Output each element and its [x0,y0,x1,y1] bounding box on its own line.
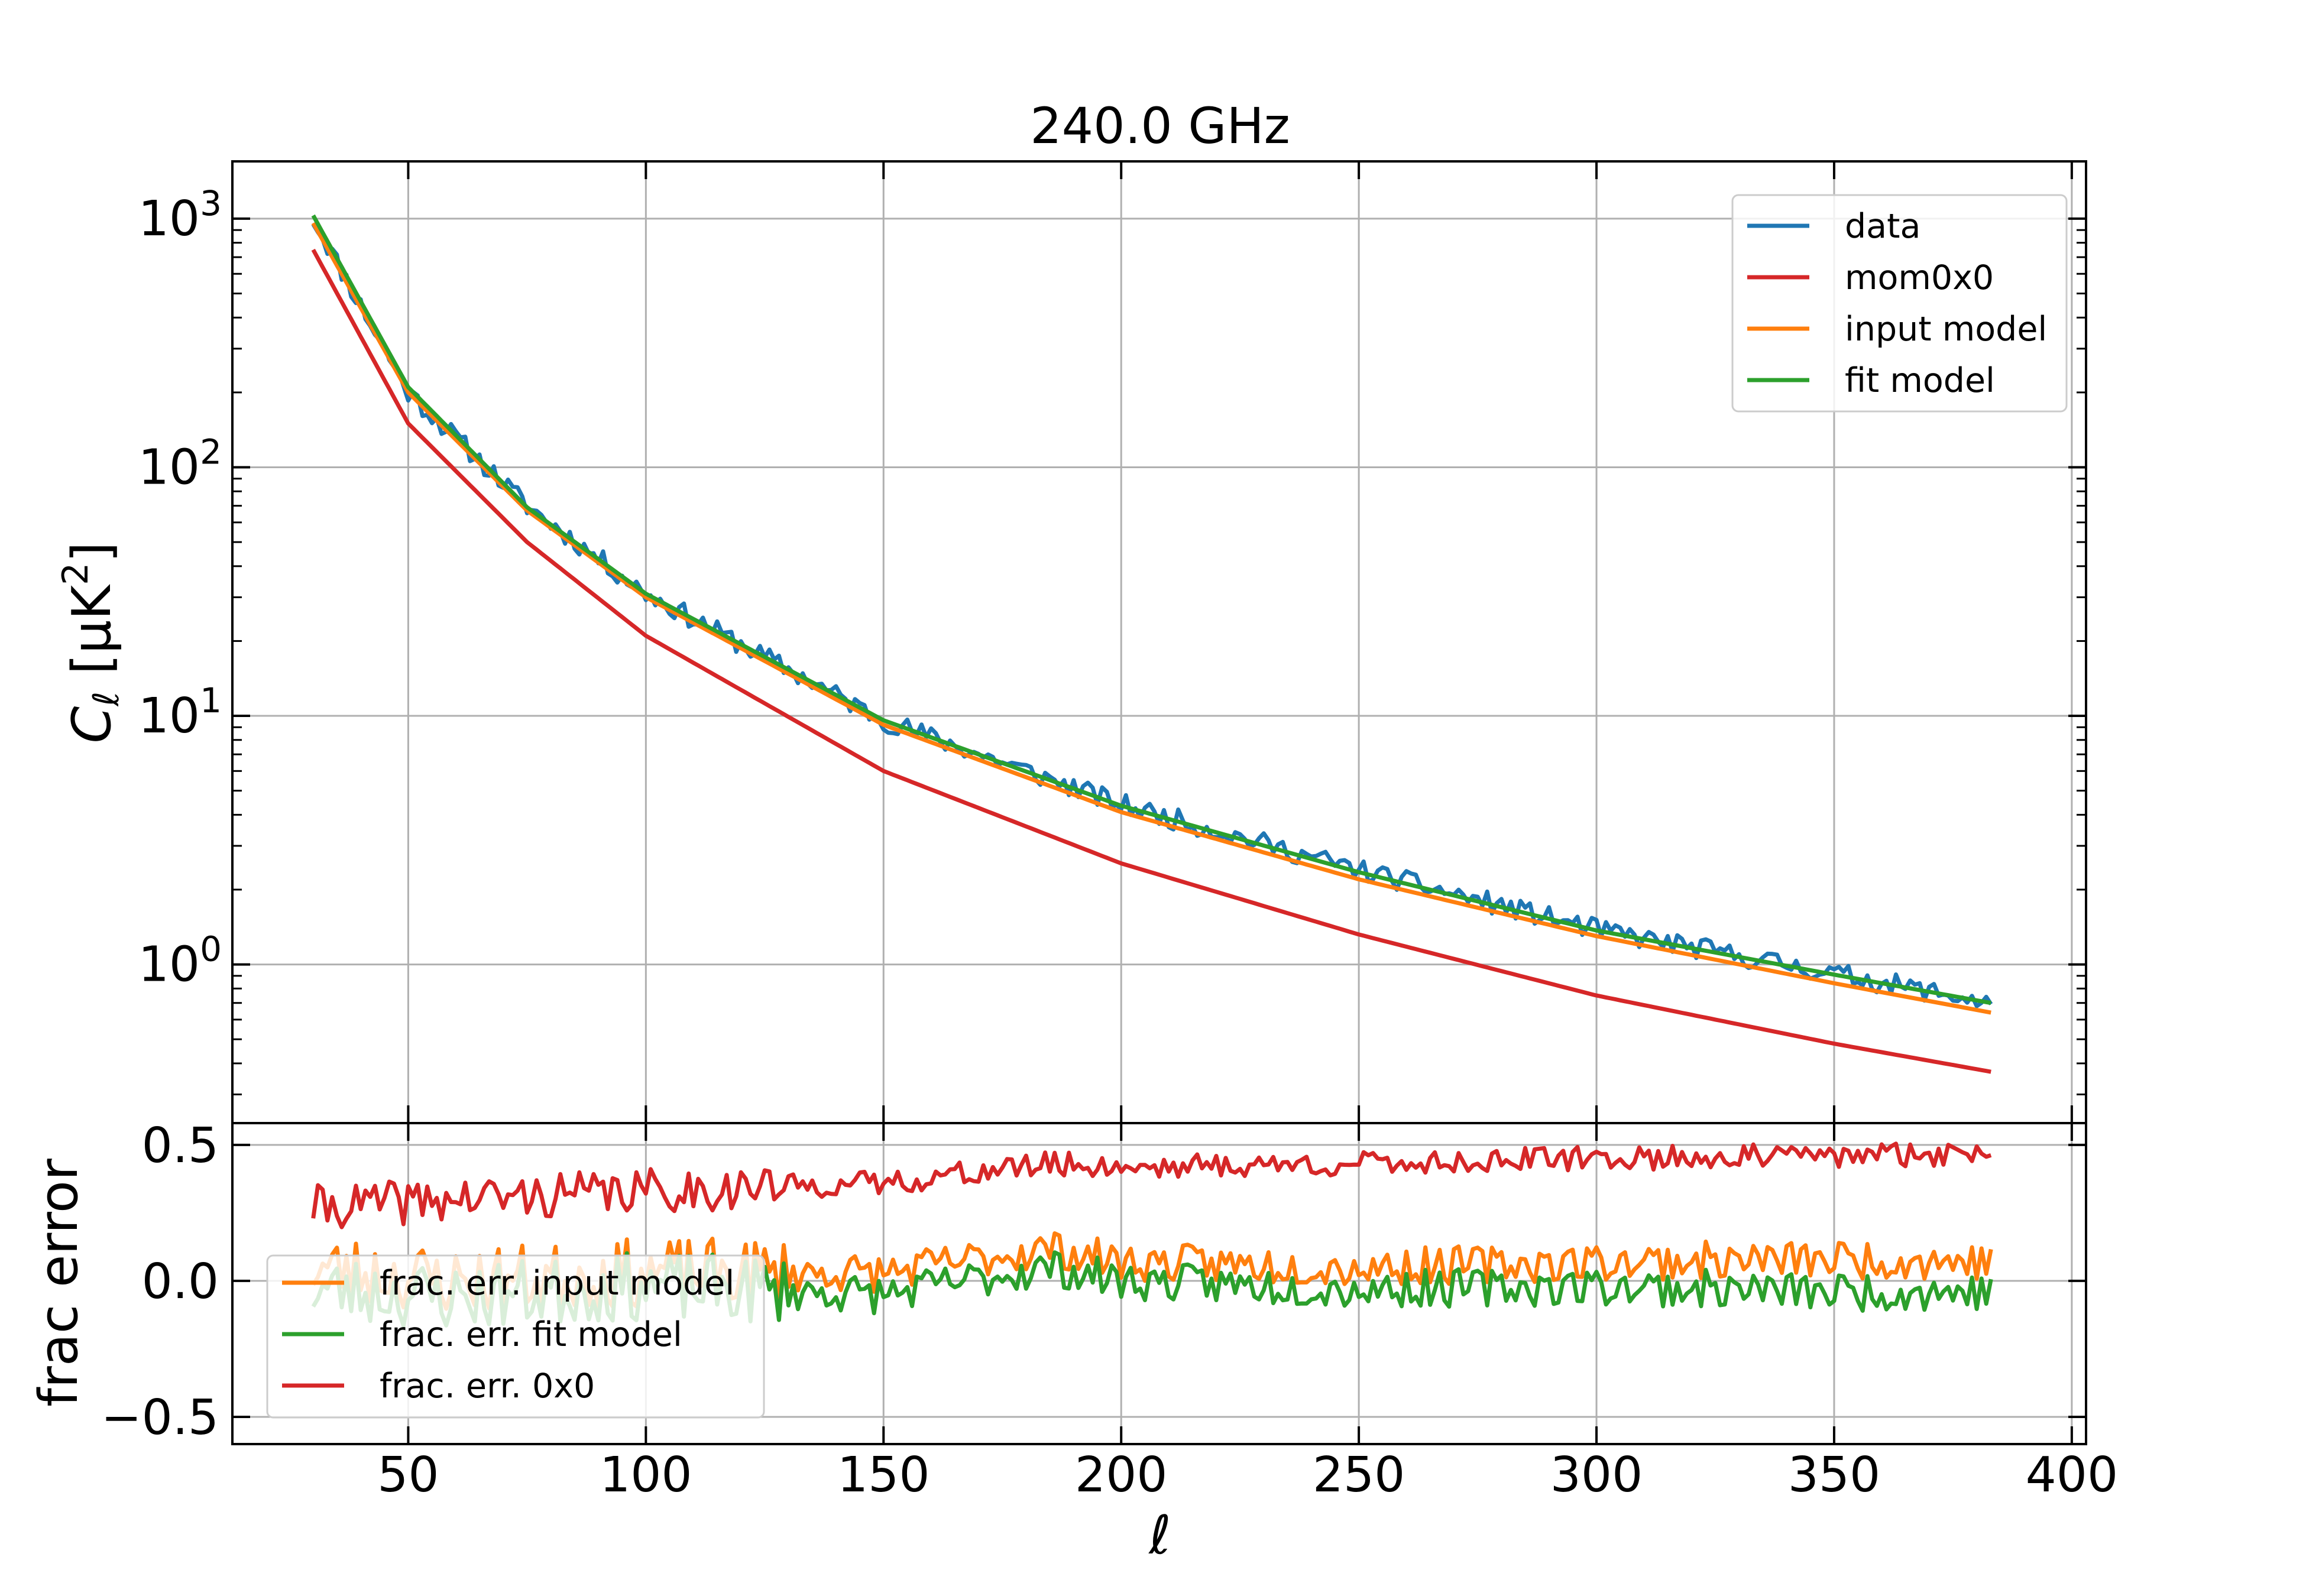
bottom-axes-frame [231,1122,2087,1445]
ylabel-rest: [μK [61,584,123,692]
x-tick-label: 250 [1313,1447,1405,1503]
x-tick-label: 300 [1550,1447,1643,1503]
top-y-tick-label: 102 [138,432,222,495]
bottom-y-axis-label: frac error [28,1159,90,1407]
bottom-legend-label-frac-err-input-model: frac. err. input model [380,1264,734,1303]
x-tick-label: 50 [377,1447,439,1503]
bottom-panel: 50 100 150 200 250 300 350 400 0.5 0.0 −0.5 frac e… [28,1118,2118,1566]
ylabel-sub: ℓ [86,692,127,707]
top-y-tick-label: 103 [138,183,222,247]
x-tick-label: 150 [837,1447,930,1503]
bottom-legend: frac. err. input model frac. err. fit mod… [266,1254,765,1419]
top-legend-label-fit-model: fit model [1845,361,1995,400]
bottom-y-tick-label: 0.0 [142,1254,219,1310]
bottom-y-tick-label: 0.5 [142,1118,219,1174]
bottom-legend-label-frac-err-0x0: frac. err. 0x0 [380,1367,595,1406]
ylabel-sup: 2 [55,563,96,585]
top-legend-label-mom0x0: mom0x0 [1845,258,1994,297]
series-frac-err-0x0-line [311,1141,1992,1230]
top-legend: data mom0x0 input model fit model [1731,194,2068,413]
top-panel: 103 102 101 100 Cℓ [μK2] data mom0x0 input mo… [55,160,2087,1124]
top-legend-box [1731,194,2068,413]
x-tick-label: 400 [2026,1447,2119,1503]
top-y-tick-label: 100 [138,929,222,993]
top-grid [232,161,2086,1123]
x-tick-label: 100 [600,1447,692,1503]
top-series [311,214,1993,1074]
bottom-legend-box [266,1254,765,1419]
top-ticks: 103 102 101 100 [138,161,2086,1123]
chart-title: 240.0 GHz [1030,97,1290,155]
top-legend-label-data: data [1845,207,1920,246]
x-axis-label: ℓ [1148,1504,1171,1566]
series-mom0x0-line [311,248,1991,1074]
series-input-model-line [311,222,1991,1015]
series-fit-model-line [311,214,1991,1005]
bottom-legend-label-frac-err-fit-model: frac. err. fit model [380,1315,682,1354]
top-legend-label-input-model: input model [1845,310,2047,349]
ylabel-main: C [61,706,123,743]
x-tick-label: 200 [1075,1447,1168,1503]
top-y-tick-label: 101 [138,680,222,744]
bottom-y-tick-label: −0.5 [101,1390,219,1446]
bottom-ticks: 50 100 150 200 250 300 350 400 0.5 0.0 −0.5 [101,1118,2118,1503]
top-y-axis-label: Cℓ [μK2] [55,542,127,744]
ylabel-close: ] [61,542,123,563]
x-tick-label: 350 [1788,1447,1881,1503]
